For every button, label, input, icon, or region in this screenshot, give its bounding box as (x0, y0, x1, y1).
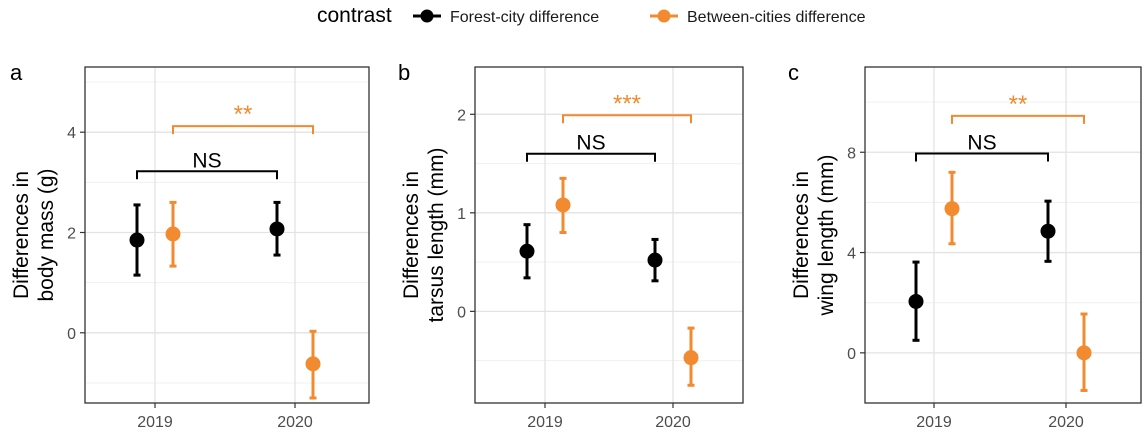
x-tick-label: 2020 (655, 414, 691, 431)
bracket-label: ** (234, 101, 253, 128)
data-point (555, 197, 571, 213)
y-axis-title-line: Differences in (400, 171, 423, 299)
significance-bracket: NS (526, 132, 656, 162)
data-point (519, 243, 535, 259)
y-tick-label: 0 (847, 346, 856, 363)
significance-bracket: NS (136, 149, 278, 180)
data-point (165, 226, 181, 242)
x-tick-label: 2019 (527, 414, 563, 431)
y-axis-title-line: Differences in (790, 171, 813, 299)
significance-bracket: *** (562, 90, 692, 124)
legend: contrast Forest-city difference Between-c… (317, 4, 866, 27)
x-tick-label: 2019 (916, 414, 952, 431)
panel-border (84, 66, 370, 404)
significance-bracket: ** (951, 91, 1085, 124)
y-tick-label: 1 (457, 206, 466, 223)
y-axis-title-line: wing length (mm) (815, 154, 838, 316)
legend-key-point (420, 9, 434, 23)
y-tick-label: 0 (67, 326, 76, 343)
data-point (1076, 345, 1092, 361)
y-axis-title: Differences inwing length (mm) (790, 154, 838, 316)
series-forest-city (519, 223, 663, 283)
series-between-cities (944, 170, 1092, 392)
bracket-line (172, 125, 314, 135)
y-tick-label: 8 (847, 145, 856, 162)
panel-border (474, 66, 744, 404)
series-between-cities (165, 200, 321, 400)
y-tick-label: 0 (457, 304, 466, 321)
bracket-label: NS (967, 132, 996, 155)
panel-label: b (398, 60, 410, 85)
significance-bracket: ** (172, 101, 314, 135)
x-tick-label: 2020 (1048, 414, 1084, 431)
gridlines (85, 67, 369, 403)
bracket-line (526, 152, 656, 162)
y-axis-title-line: tarsus length (mm) (425, 147, 448, 322)
panel-label: a (10, 60, 23, 85)
bracket-label: NS (192, 149, 221, 172)
data-point (129, 232, 145, 248)
legend-entry: Forest-city difference (413, 9, 599, 26)
data-point (683, 350, 699, 366)
y-axis-title-line: Differences in (10, 171, 33, 299)
data-point (908, 293, 924, 309)
y-axis-title-line: body mass (g) (35, 168, 58, 301)
data-point (647, 252, 663, 268)
bracket-line (136, 170, 278, 180)
legend-entry: Between-cities difference (650, 9, 866, 26)
bracket-label: *** (613, 90, 641, 117)
legend-key-point (657, 9, 671, 23)
x-tick-label: 2020 (277, 414, 313, 431)
legend-entries: Forest-city difference Between-cities dif… (413, 9, 866, 26)
data-point (305, 356, 321, 372)
bracket-label: ** (1009, 91, 1028, 118)
legend-title: contrast (317, 4, 392, 27)
y-axis-title: Differences intarsus length (mm) (400, 147, 448, 322)
y-tick-label: 4 (847, 246, 856, 263)
data-point (269, 221, 285, 237)
panel-b: b 0 1 2 2019 2020 Differences intarsus length … (398, 60, 744, 431)
panel-label: c (788, 60, 799, 85)
gridlines (865, 67, 1141, 404)
legend-entry-label: Forest-city difference (450, 9, 599, 26)
series-forest-city (908, 199, 1056, 342)
y-tick-label: 4 (67, 125, 76, 142)
data-point (944, 201, 960, 217)
series-forest-city (129, 200, 285, 277)
panel-a: a 0 2 4 2019 2020 Differences inbody mass (g) N… (10, 60, 370, 431)
panel-c: c 0 4 8 2019 2020 Differences inwing length (m… (788, 60, 1142, 431)
x-tick-label: 2019 (137, 414, 173, 431)
y-tick-label: 2 (457, 107, 466, 124)
bracket-line (915, 152, 1049, 162)
bracket-line (562, 114, 692, 124)
significance-bracket: NS (915, 132, 1049, 162)
data-point (1040, 223, 1056, 239)
y-tick-label: 2 (67, 225, 76, 242)
y-axis-title: Differences inbody mass (g) (10, 168, 58, 301)
bracket-line (951, 114, 1085, 124)
bracket-label: NS (576, 132, 605, 155)
gridlines (475, 67, 743, 403)
legend-entry-label: Between-cities difference (687, 9, 866, 26)
panel-border (864, 66, 1142, 404)
series-between-cities (555, 176, 699, 387)
